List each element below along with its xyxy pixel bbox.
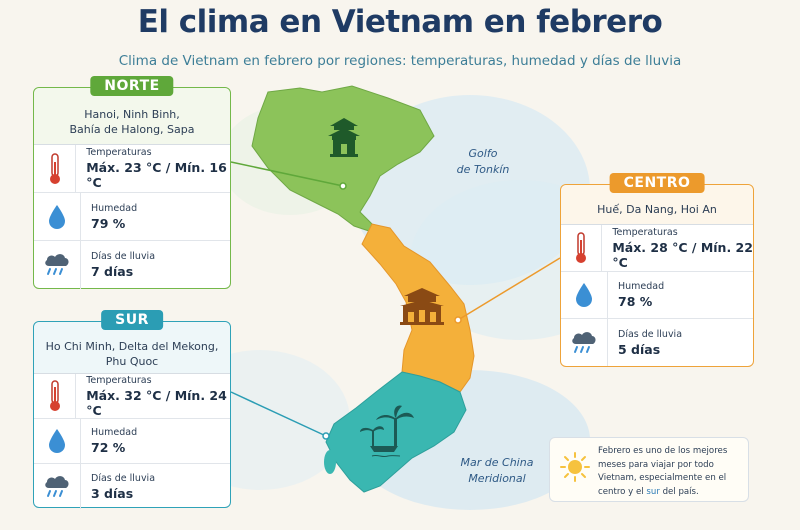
- norte-rain-row: Días de lluvia 7 días: [34, 241, 230, 289]
- travel-tip-text-part-1: Febrero es uno de los mejores meses para…: [598, 446, 728, 497]
- rain-days-value: 5 días: [618, 341, 661, 357]
- connector-sur: [230, 391, 327, 437]
- rain-days-label: Días de lluvia: [618, 328, 683, 340]
- rain-days-value: 3 días: [91, 485, 134, 501]
- gulf-label: Golfo de Tonkín: [448, 146, 518, 178]
- sea-label-line-1: Mar de China: [460, 456, 534, 469]
- connector-norte: [230, 161, 344, 187]
- travel-tip-text-part-2: del país.: [659, 486, 699, 497]
- centro-rain-row: Días de lluvia 5 días: [561, 319, 753, 366]
- region-badge-norte: NORTE: [90, 76, 174, 96]
- region-norte-shape: [251, 85, 435, 233]
- norte-places: Hanoi, Ninh Binh, Bahía de Halong, Sapa: [34, 88, 230, 145]
- rain-cloud-icon: [561, 319, 608, 366]
- gulf-label-line-1: Golfo: [468, 147, 498, 160]
- temperature-value: Máx. 28 °C / Mín. 22 °C: [612, 239, 753, 270]
- humidity-label: Humedad: [91, 202, 138, 214]
- humidity-value: 72 %: [91, 440, 126, 455]
- sea-label: Mar de China Meridional: [452, 455, 542, 487]
- humidity-value: 78 %: [618, 294, 653, 309]
- humidity-value: 79 %: [91, 215, 126, 231]
- gulf-label-line-2: de Tonkín: [456, 163, 510, 176]
- temperature-label: Temperaturas: [86, 374, 152, 386]
- rain-days-label: Días de lluvia: [91, 472, 156, 484]
- sur-humidity-row: Humedad 72 %: [34, 419, 230, 464]
- centro-places-line-1: Huế, Da Nang, Hoi An: [597, 203, 717, 216]
- connector-centro: [457, 257, 561, 321]
- sur-temperature-row: Temperaturas Máx. 32 °C / Mín. 24 °C: [34, 374, 230, 419]
- centro-humidity-row: Humedad 78 %: [561, 272, 753, 319]
- region-badge-sur: SUR: [101, 310, 163, 330]
- rain-cloud-icon: [34, 464, 81, 509]
- region-card-norte: NORTE Hanoi, Ninh Binh, Bahía de Halong,…: [33, 76, 231, 289]
- region-badge-centro: CENTRO: [609, 173, 705, 193]
- travel-tip-highlight: sur: [646, 486, 660, 497]
- humidity-label: Humedad: [91, 427, 138, 438]
- thermometer-icon: [34, 145, 77, 192]
- humidity-label: Humedad: [618, 281, 665, 292]
- region-card-sur: SUR Ho Chi Minh, Delta del Mekong, Phu Q…: [33, 310, 231, 509]
- temperature-value: Máx. 32 °C / Mín. 24 °C: [86, 387, 227, 418]
- phu-quoc-island: [324, 450, 336, 474]
- rain-days-label: Días de lluvia: [91, 251, 156, 262]
- page-title: El clima en Vietnam en febrero: [137, 4, 663, 40]
- sur-places-line-2: Phu Quoc: [105, 354, 159, 368]
- norte-temperature-row: Temperaturas Máx. 23 °C / Mín. 16 °C: [34, 145, 230, 193]
- sur-rain-row: Días de lluvia 3 días: [34, 464, 230, 509]
- temperature-label: Temperaturas: [86, 147, 152, 158]
- pagoda-icon: [328, 118, 360, 157]
- sun-icon: [560, 452, 590, 482]
- temperature-value: Máx. 23 °C / Mín. 16 °C: [86, 160, 227, 190]
- travel-tip-text: Febrero es uno de los mejores meses para…: [598, 445, 746, 499]
- citadel-gate-icon: [400, 288, 444, 325]
- sur-places-line-1: Ho Chi Minh, Delta del Mekong,: [45, 339, 219, 353]
- boat-icon: [370, 446, 401, 458]
- water-drop-icon: [34, 193, 81, 240]
- norte-places-line-1: Hanoi, Ninh Binh,: [84, 108, 180, 121]
- rain-cloud-icon: [34, 241, 81, 289]
- centro-temperature-row: Temperaturas Máx. 28 °C / Mín. 22 °C: [561, 225, 753, 272]
- water-drop-icon: [561, 272, 608, 318]
- region-card-centro: CENTRO Huế, Da Nang, Hoi An Temperaturas…: [560, 173, 754, 367]
- travel-tip-note: Febrero es uno de los mejores meses para…: [549, 437, 749, 502]
- thermometer-icon: [34, 374, 77, 418]
- water-drop-icon: [34, 419, 81, 463]
- norte-places-line-2: Bahía de Halong, Sapa: [69, 123, 195, 136]
- page-subtitle: Clima de Vietnam en febrero por regiones…: [118, 53, 682, 69]
- rain-days-value: 7 días: [91, 264, 134, 279]
- norte-humidity-row: Humedad 79 %: [34, 193, 230, 241]
- sea-label-line-2: Meridional: [468, 472, 526, 485]
- palm-trees-icon: [360, 405, 414, 446]
- thermometer-icon: [561, 225, 603, 271]
- temperature-label: Temperaturas: [612, 226, 678, 238]
- sur-places: Ho Chi Minh, Delta del Mekong, Phu Quoc: [34, 322, 230, 374]
